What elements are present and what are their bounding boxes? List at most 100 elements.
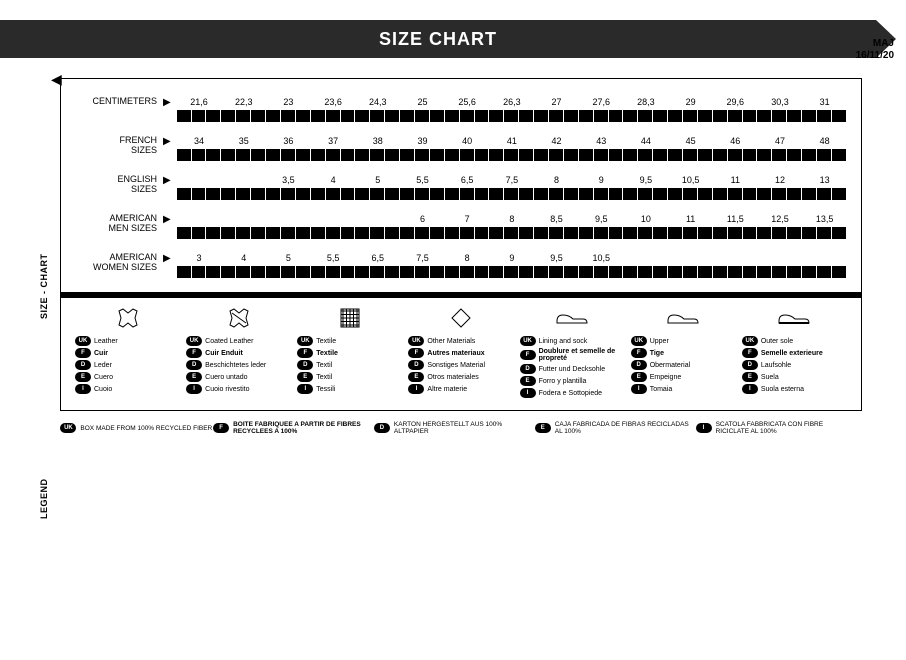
legend-column: UKLining and sockFDoublure et semelle de… bbox=[520, 306, 625, 400]
legend-line: ICuoio rivestito bbox=[186, 384, 291, 394]
legend-line: DLaufsohle bbox=[742, 360, 847, 370]
legend-line: FCuir bbox=[75, 348, 180, 358]
lang-badge: E bbox=[408, 372, 424, 382]
legend-term: Futter und Decksohle bbox=[539, 366, 606, 373]
size-value: 11 bbox=[668, 214, 713, 224]
lang-badge: UK bbox=[75, 336, 91, 346]
legend-line: FAutres materiaux bbox=[408, 348, 513, 358]
size-value bbox=[311, 214, 356, 224]
size-row: FRENCHSIZES▶3435363738394041424344454647… bbox=[75, 136, 847, 161]
size-value: 6,5 bbox=[445, 175, 490, 185]
size-value: 47 bbox=[758, 136, 803, 146]
legend-line: ITomaia bbox=[631, 384, 736, 394]
footer-note: UKBOX MADE FROM 100% RECYCLED FIBER bbox=[60, 421, 212, 435]
legend-line: EOtros materiales bbox=[408, 372, 513, 382]
lang-badge: I bbox=[742, 384, 758, 394]
legend-term: Textile bbox=[316, 338, 336, 345]
legend-term: Leather bbox=[94, 338, 118, 345]
size-value: 29,6 bbox=[713, 97, 758, 107]
legend-term: Fodera e Sottopiede bbox=[539, 390, 602, 397]
diamond-icon bbox=[408, 306, 513, 330]
ruler-wrap: 6788,59,5101111,512,513,5 bbox=[177, 214, 847, 239]
legend-term: Textile bbox=[316, 350, 338, 357]
size-value: 9 bbox=[490, 253, 535, 263]
size-value: 27,6 bbox=[579, 97, 624, 107]
size-value: 11 bbox=[713, 175, 758, 185]
legend-term: Tessili bbox=[316, 386, 335, 393]
size-value: 25 bbox=[400, 97, 445, 107]
footer-text: KARTON HERGESTELLT AUS 100% ALTPAPIER bbox=[394, 421, 534, 435]
size-value: 9,5 bbox=[624, 175, 669, 185]
hide1-icon bbox=[75, 306, 180, 330]
value-row: 343536373839404142434445464748 bbox=[177, 136, 847, 146]
main-frame: SIZE - CHART LEGEND CENTIMETERS▶21,622,3… bbox=[60, 78, 862, 411]
row-arrow-icon: ▶ bbox=[163, 175, 171, 186]
size-value: 11,5 bbox=[713, 214, 758, 224]
legend-term: Tige bbox=[650, 350, 664, 357]
lang-badge: I bbox=[408, 384, 424, 394]
legend-line: FCuir Enduit bbox=[186, 348, 291, 358]
textile-icon bbox=[297, 306, 402, 330]
lang-badge: UK bbox=[60, 423, 76, 433]
size-value: 7,5 bbox=[400, 253, 445, 263]
size-value: 43 bbox=[579, 136, 624, 146]
legend-term: Otros materiales bbox=[427, 374, 478, 381]
lang-badge: UK bbox=[297, 336, 313, 346]
size-value: 46 bbox=[713, 136, 758, 146]
lang-badge: UK bbox=[631, 336, 647, 346]
size-value: 42 bbox=[534, 136, 579, 146]
size-value: 24,3 bbox=[355, 97, 400, 107]
legend-line: EForro y plantilla bbox=[520, 376, 625, 386]
lang-badge: I bbox=[520, 388, 536, 398]
size-value bbox=[177, 175, 222, 185]
ruler bbox=[177, 227, 847, 239]
ruler-wrap: 3,5455,56,57,5899,510,5111213 bbox=[177, 175, 847, 200]
size-value: 9,5 bbox=[579, 214, 624, 224]
size-value: 12 bbox=[758, 175, 803, 185]
size-value: 8 bbox=[490, 214, 535, 224]
size-value: 37 bbox=[311, 136, 356, 146]
legend-line: FTige bbox=[631, 348, 736, 358]
legend-line: UKUpper bbox=[631, 336, 736, 346]
lang-badge: E bbox=[742, 372, 758, 382]
legend-term: Beschichtetes leder bbox=[205, 362, 266, 369]
legend-term: Suela bbox=[761, 374, 779, 381]
size-value bbox=[713, 253, 758, 263]
size-value: 12,5 bbox=[758, 214, 803, 224]
size-value: 13 bbox=[802, 175, 847, 185]
row-label: AMERICANWOMEN SIZES bbox=[75, 253, 163, 273]
legend-line: FSemelle exterieure bbox=[742, 348, 847, 358]
size-value: 4 bbox=[311, 175, 356, 185]
footer-note: ECAJA FABRICADA DE FIBRAS RECICLADAS AL … bbox=[535, 421, 695, 435]
size-value: 4 bbox=[221, 253, 266, 263]
legend-term: Altre materie bbox=[427, 386, 467, 393]
lang-badge: I bbox=[186, 384, 202, 394]
legend-term: Cuero untado bbox=[205, 374, 247, 381]
legend-line: DLeder bbox=[75, 360, 180, 370]
lang-badge: F bbox=[520, 350, 536, 360]
date-label: MAJ bbox=[856, 38, 894, 50]
legend-line: ISuola esterna bbox=[742, 384, 847, 394]
footer-notes: UKBOX MADE FROM 100% RECYCLED FIBERFBOIT… bbox=[60, 421, 856, 435]
legend-term: Textil bbox=[316, 362, 332, 369]
ruler bbox=[177, 149, 847, 161]
legend-line: FDoublure et semelle de propreté bbox=[520, 348, 625, 362]
legend-term: Other Materials bbox=[427, 338, 475, 345]
size-value: 7 bbox=[445, 214, 490, 224]
ruler bbox=[177, 188, 847, 200]
shoe3-icon bbox=[742, 306, 847, 330]
legend-line: ITessili bbox=[297, 384, 402, 394]
size-value bbox=[355, 214, 400, 224]
size-value: 5,5 bbox=[311, 253, 356, 263]
size-value bbox=[221, 214, 266, 224]
size-value: 8,5 bbox=[534, 214, 579, 224]
header-bar: SIZE CHART bbox=[0, 20, 876, 58]
legend-term: Cuoio bbox=[94, 386, 112, 393]
size-rows-container: CENTIMETERS▶21,622,32323,624,32525,626,3… bbox=[75, 97, 847, 278]
size-value: 34 bbox=[177, 136, 222, 146]
size-value: 36 bbox=[266, 136, 311, 146]
size-value: 13,5 bbox=[802, 214, 847, 224]
legend-term: Empeigne bbox=[650, 374, 682, 381]
ruler-wrap: 3455,56,57,5899,510,5 bbox=[177, 253, 847, 278]
lang-badge: F bbox=[75, 348, 91, 358]
